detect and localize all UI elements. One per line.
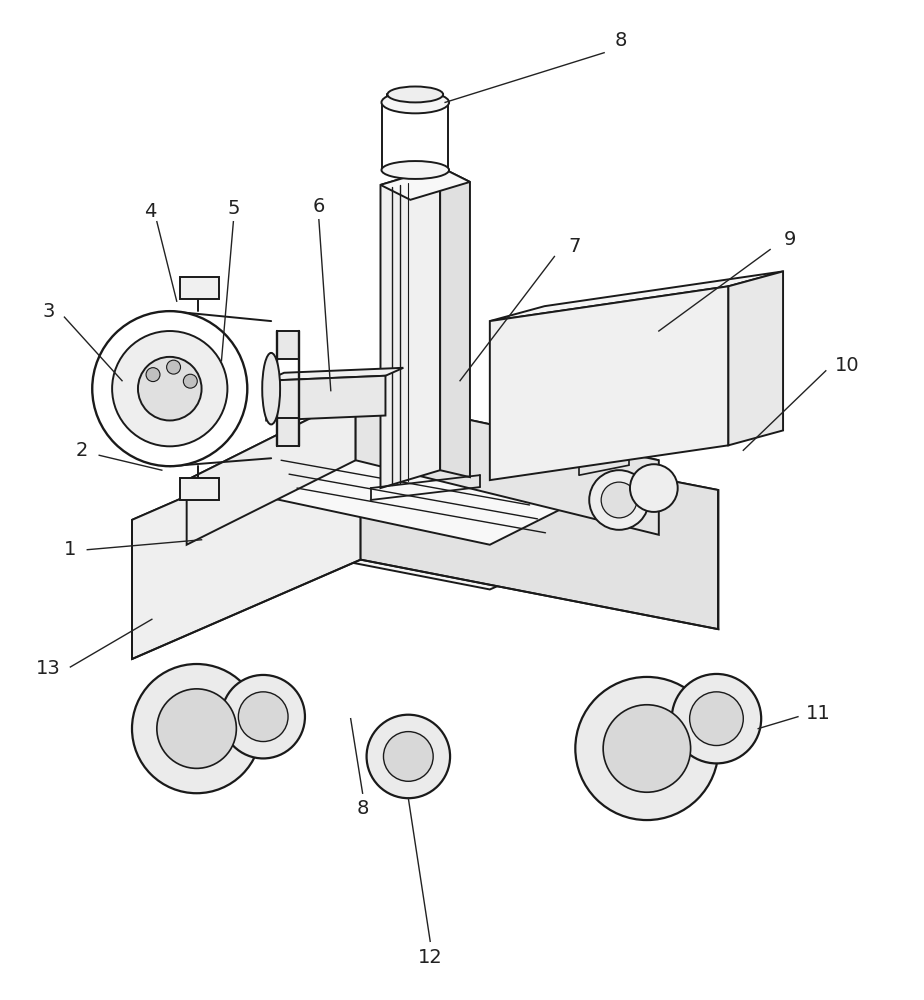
Polygon shape xyxy=(132,420,719,589)
Circle shape xyxy=(222,675,305,758)
Polygon shape xyxy=(728,271,783,445)
Circle shape xyxy=(92,311,248,466)
Text: 8: 8 xyxy=(357,799,369,818)
Polygon shape xyxy=(266,376,385,420)
Polygon shape xyxy=(356,396,659,535)
Ellipse shape xyxy=(262,353,280,424)
Polygon shape xyxy=(490,271,783,321)
Circle shape xyxy=(166,360,180,374)
Circle shape xyxy=(183,374,198,388)
Circle shape xyxy=(132,664,261,793)
Polygon shape xyxy=(277,331,299,359)
Polygon shape xyxy=(266,368,404,381)
Text: 13: 13 xyxy=(36,659,61,678)
Circle shape xyxy=(238,692,288,742)
Text: 10: 10 xyxy=(835,356,860,375)
Circle shape xyxy=(602,482,637,518)
Polygon shape xyxy=(277,418,299,446)
Text: 7: 7 xyxy=(568,237,580,256)
Polygon shape xyxy=(179,478,220,500)
Text: 8: 8 xyxy=(614,31,627,50)
Circle shape xyxy=(383,732,433,781)
Text: 4: 4 xyxy=(144,202,156,221)
Circle shape xyxy=(146,368,160,382)
Polygon shape xyxy=(440,167,470,477)
Circle shape xyxy=(630,464,677,512)
Circle shape xyxy=(138,357,201,420)
Circle shape xyxy=(157,689,237,768)
Polygon shape xyxy=(179,277,220,299)
Circle shape xyxy=(576,677,719,820)
Circle shape xyxy=(689,692,743,746)
Circle shape xyxy=(112,331,227,446)
Circle shape xyxy=(603,705,690,792)
Text: 11: 11 xyxy=(806,704,831,723)
Text: 2: 2 xyxy=(76,441,89,460)
Polygon shape xyxy=(381,167,470,200)
Text: 9: 9 xyxy=(784,230,796,249)
Ellipse shape xyxy=(382,91,449,113)
Polygon shape xyxy=(360,420,719,629)
Circle shape xyxy=(367,715,450,798)
Circle shape xyxy=(672,674,761,763)
Text: 12: 12 xyxy=(418,948,443,967)
Text: 6: 6 xyxy=(312,197,325,216)
Text: 1: 1 xyxy=(64,540,77,559)
Ellipse shape xyxy=(387,87,444,102)
Circle shape xyxy=(590,470,649,530)
Polygon shape xyxy=(187,396,659,545)
Polygon shape xyxy=(187,396,356,545)
Text: 5: 5 xyxy=(227,199,239,218)
Polygon shape xyxy=(381,167,440,488)
Ellipse shape xyxy=(382,161,449,179)
Polygon shape xyxy=(132,420,360,659)
Text: 3: 3 xyxy=(43,302,55,321)
Polygon shape xyxy=(490,286,728,480)
